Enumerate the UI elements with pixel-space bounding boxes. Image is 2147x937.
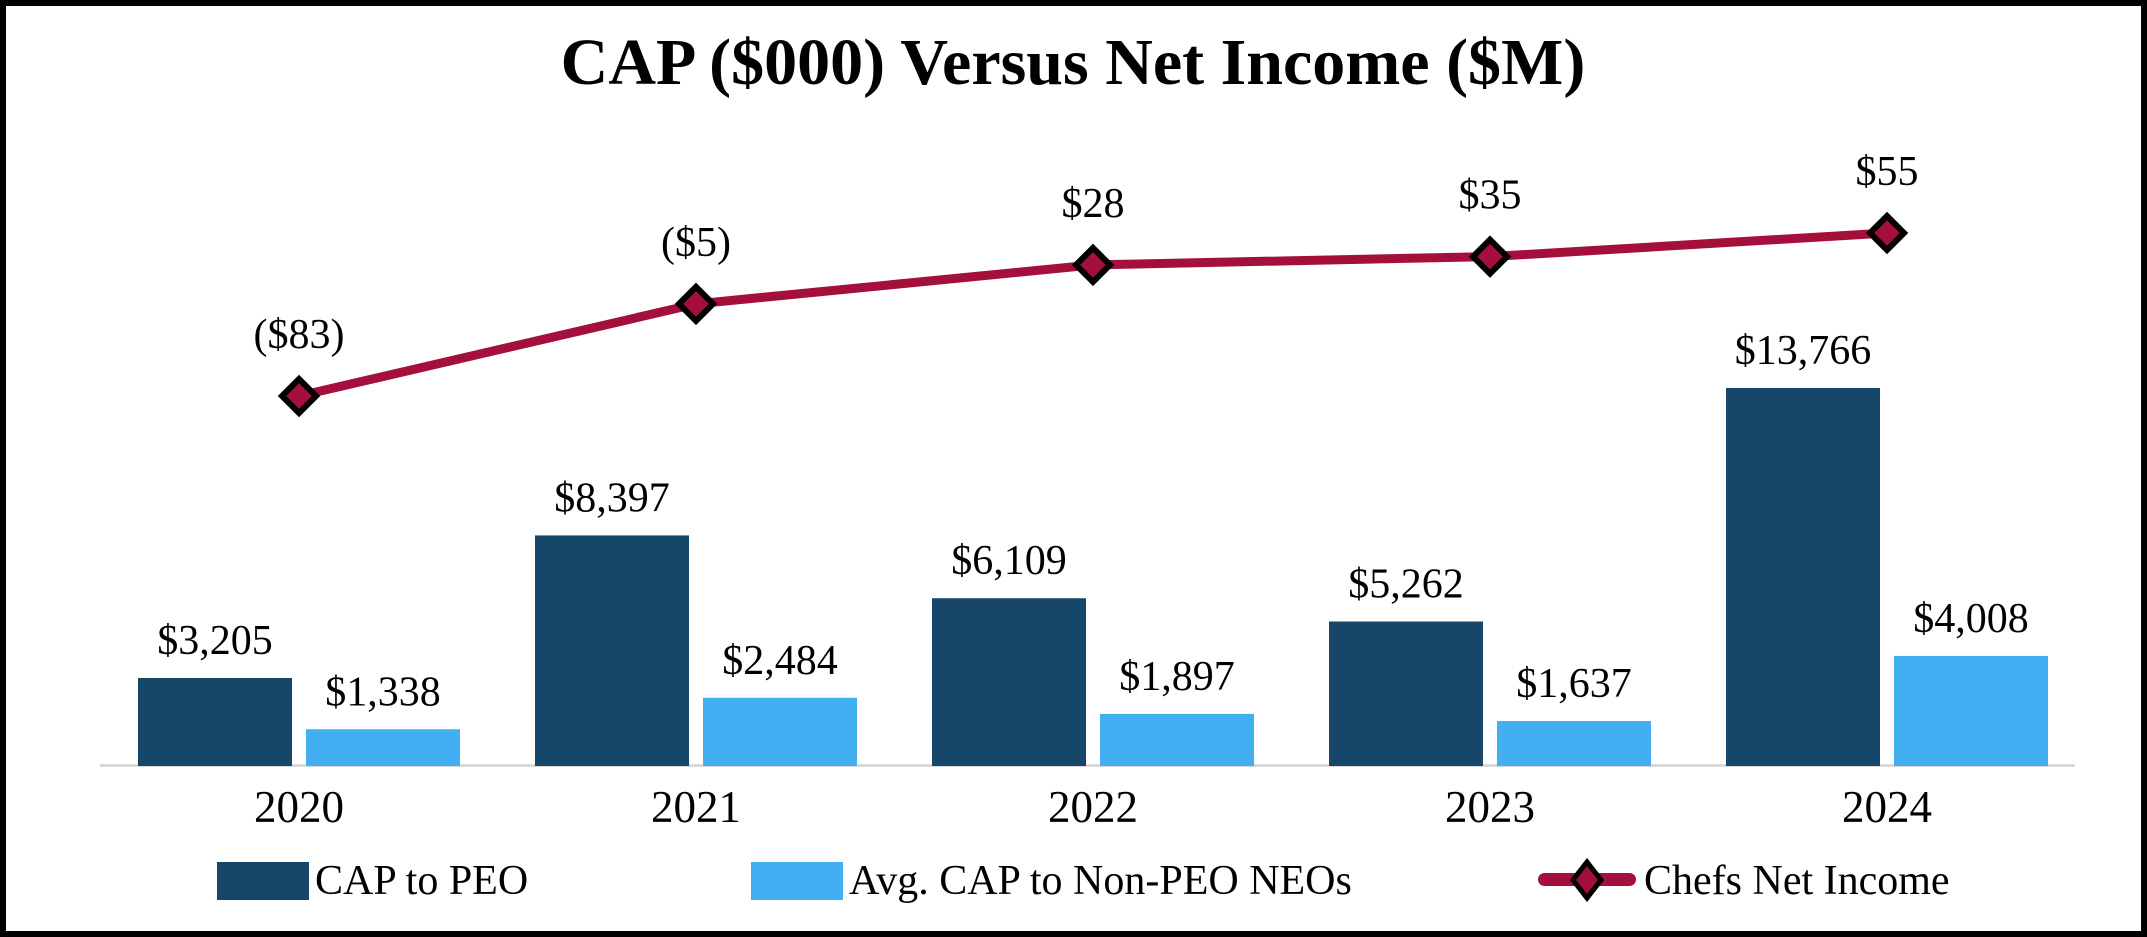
bar-label-avg-cap-2021: $2,484 bbox=[722, 638, 838, 684]
net-income-label-2021: ($5) bbox=[661, 220, 731, 266]
bar-avg-cap-2020 bbox=[306, 729, 460, 766]
x-axis-label-2024: 2024 bbox=[1842, 782, 1932, 832]
bar-label-avg-cap-2020: $1,338 bbox=[325, 669, 441, 715]
bar-label-avg-cap-2023: $1,637 bbox=[1516, 661, 1632, 707]
bar-cap-to-peo-2022 bbox=[932, 598, 1086, 766]
bar-label-cap-to-peo-2024: $13,766 bbox=[1735, 328, 1872, 374]
legend-label-avg-cap: Avg. CAP to Non-PEO NEOs bbox=[849, 858, 1352, 904]
bar-label-cap-to-peo-2022: $6,109 bbox=[951, 538, 1067, 584]
bar-avg-cap-2024 bbox=[1894, 655, 2048, 766]
x-axis-line bbox=[100, 764, 2075, 767]
x-axis-label-2021: 2021 bbox=[651, 782, 741, 832]
bar-avg-cap-2021 bbox=[703, 697, 857, 766]
bar-label-avg-cap-2024: $4,008 bbox=[1913, 596, 2029, 642]
bar-label-cap-to-peo-2021: $8,397 bbox=[554, 475, 670, 521]
chart-legend: CAP to PEO Avg. CAP to Non-PEO NEOs Chef… bbox=[217, 857, 1950, 904]
legend-diamond-icon bbox=[1569, 857, 1605, 903]
chart-title: CAP ($000) Versus Net Income ($M) bbox=[561, 26, 1586, 99]
net-income-label-2020: ($83) bbox=[254, 312, 345, 358]
legend-label-cap-to-peo: CAP to PEO bbox=[315, 858, 528, 904]
net-income-label-2023: $35 bbox=[1459, 173, 1522, 219]
net-income-label-2024: $55 bbox=[1856, 149, 1919, 195]
bar-label-cap-to-peo-2023: $5,262 bbox=[1348, 562, 1464, 608]
bar-cap-to-peo-2023 bbox=[1329, 621, 1483, 766]
plot-area: $3,205 $1,338 2020 $8,397 $2,484 2021 $6,109 $1… bbox=[138, 149, 2048, 832]
net-income-marker-2022 bbox=[1071, 243, 1115, 287]
legend-swatch-avg-cap bbox=[751, 862, 843, 900]
bar-cap-to-peo-2021 bbox=[535, 535, 689, 766]
legend-swatch-cap-to-peo bbox=[217, 862, 309, 900]
x-axis-label-2020: 2020 bbox=[254, 782, 344, 832]
bar-cap-to-peo-2020 bbox=[138, 677, 292, 766]
net-income-marker-2023 bbox=[1468, 235, 1512, 278]
x-axis-label-2022: 2022 bbox=[1048, 782, 1138, 832]
net-income-marker-2020 bbox=[277, 374, 321, 418]
x-axis-label-2023: 2023 bbox=[1445, 782, 1535, 832]
bar-label-avg-cap-2022: $1,897 bbox=[1119, 654, 1235, 700]
bar-avg-cap-2023 bbox=[1497, 721, 1651, 766]
legend-label-net-income: Chefs Net Income bbox=[1644, 858, 1950, 904]
bar-avg-cap-2022 bbox=[1100, 713, 1254, 766]
net-income-label-2022: $28 bbox=[1062, 181, 1125, 227]
net-income-marker-2021 bbox=[674, 282, 718, 326]
bar-label-cap-to-peo-2020: $3,205 bbox=[157, 618, 273, 664]
net-income-marker-2024 bbox=[1865, 211, 1909, 255]
bar-cap-to-peo-2024 bbox=[1726, 387, 1880, 766]
